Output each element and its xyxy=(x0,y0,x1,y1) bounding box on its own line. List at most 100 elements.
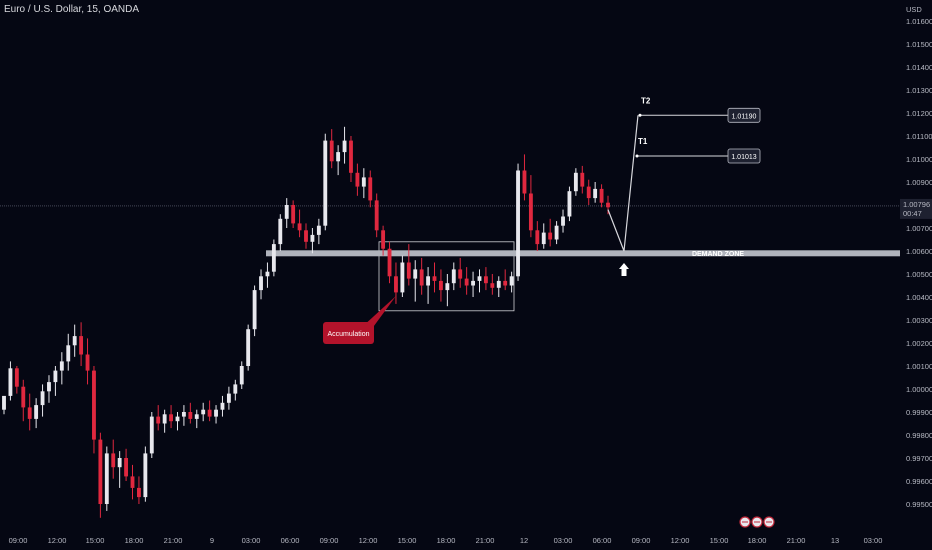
candle-body xyxy=(458,269,463,279)
candle-body xyxy=(445,283,450,291)
target-name: T1 xyxy=(638,137,648,146)
candle-body xyxy=(561,216,565,226)
target-price: 1.01190 xyxy=(732,113,757,120)
symbol-title: Euro / U.S. Dollar, 15, OANDA xyxy=(4,4,140,15)
candle-body xyxy=(104,453,109,504)
candle-body xyxy=(156,416,161,424)
x-axis-ticks: 09:00 12:00 15:00 18:00 21:00 9 03:00 06:00 09:0… xyxy=(9,536,883,545)
candle-body xyxy=(284,205,289,219)
target-price: 1.01013 xyxy=(731,154,756,161)
candle-body xyxy=(291,205,296,224)
x-tick-label: 03:00 xyxy=(864,536,883,545)
y-tick-label: 1.00900 xyxy=(906,178,932,187)
y-tick-label: 1.00400 xyxy=(906,293,932,302)
x-tick-label: 13 xyxy=(831,536,839,545)
candle-body xyxy=(349,140,353,173)
event-flags[interactable] xyxy=(739,516,775,528)
candle-body xyxy=(374,200,379,231)
candle-body xyxy=(528,193,533,231)
candle-body xyxy=(490,283,495,288)
y-tick-label: 1.01400 xyxy=(906,63,932,72)
target-name: T2 xyxy=(641,96,651,105)
candle-body xyxy=(522,170,527,194)
candle-body xyxy=(59,361,64,371)
candle-body xyxy=(535,230,540,245)
candle-body xyxy=(567,191,572,217)
candle-body xyxy=(194,414,199,419)
currency-label: USD xyxy=(906,5,922,14)
candle-body xyxy=(169,414,173,422)
y-tick-label: 1.01300 xyxy=(906,86,932,95)
candle-body xyxy=(252,290,257,330)
callout-box xyxy=(323,322,374,344)
y-tick-label: 1.00500 xyxy=(906,270,932,279)
countdown-value: 00:47 xyxy=(903,209,922,218)
candle-body xyxy=(85,354,90,371)
candle-body xyxy=(477,276,482,281)
target-price-box xyxy=(727,107,761,123)
candle-body xyxy=(14,368,19,387)
candle-body xyxy=(329,140,334,162)
x-tick-label: 09:00 xyxy=(632,536,651,545)
candle-body xyxy=(606,202,610,208)
candle-body xyxy=(233,384,238,394)
y-tick-label: 1.01000 xyxy=(906,155,932,164)
x-tick-label: 18:00 xyxy=(748,536,767,545)
y-tick-label: 1.00000 xyxy=(906,385,932,394)
y-tick-label: 0.99500 xyxy=(906,500,932,509)
candle-body xyxy=(124,458,129,477)
x-tick-label: 03:00 xyxy=(554,536,573,545)
candle-body xyxy=(304,230,308,242)
candle-body xyxy=(246,329,251,366)
candle-body xyxy=(586,186,591,199)
x-tick-label: 21:00 xyxy=(476,536,495,545)
x-tick-label: 15:00 xyxy=(86,536,105,545)
y-tick-label: 1.00700 xyxy=(906,224,932,233)
candle-body xyxy=(381,230,386,249)
candle-body xyxy=(451,269,456,284)
up-arrow-icon xyxy=(619,263,629,276)
time-axis-bg xyxy=(0,530,900,550)
x-tick-label: 21:00 xyxy=(787,536,806,545)
candle-body xyxy=(432,276,437,281)
x-tick-label: 09:00 xyxy=(320,536,339,545)
candle-body xyxy=(143,453,148,498)
candle-body xyxy=(220,402,225,410)
candle-body xyxy=(226,393,231,403)
candle-body xyxy=(439,280,443,291)
candle-body xyxy=(496,280,501,288)
x-tick-label: 12:00 xyxy=(48,536,67,545)
candle-body xyxy=(387,248,392,277)
candle-body xyxy=(40,391,45,406)
candle-body xyxy=(509,276,514,286)
candle-body xyxy=(72,336,77,346)
x-tick-label: 21:00 xyxy=(164,536,183,545)
candle-body xyxy=(271,244,276,272)
candle-body xyxy=(162,414,167,424)
candle-body xyxy=(483,276,488,284)
candle-body xyxy=(541,232,546,245)
x-tick-label: 03:00 xyxy=(242,536,261,545)
x-tick-label: 12 xyxy=(520,536,528,545)
candle-body xyxy=(573,172,578,192)
candle-body xyxy=(593,188,598,199)
x-tick-label: 18:00 xyxy=(437,536,456,545)
targets: T1 1.01013 T2 1.01190 xyxy=(635,96,761,164)
x-tick-label: 9 xyxy=(210,536,214,545)
x-tick-label: 15:00 xyxy=(710,536,729,545)
target-point xyxy=(635,154,639,158)
y-tick-label: 1.01500 xyxy=(906,40,932,49)
candle-body xyxy=(297,223,302,231)
candle-body xyxy=(239,366,244,385)
candle-body xyxy=(464,278,469,286)
target-point xyxy=(638,113,642,117)
candle-body xyxy=(66,345,71,362)
candle-body xyxy=(368,177,373,201)
accumulation-label: Accumulation xyxy=(327,331,369,338)
price-axis-bg xyxy=(900,0,932,550)
candle-body xyxy=(323,140,328,226)
candle-body xyxy=(316,225,321,235)
x-tick-label: 06:00 xyxy=(593,536,612,545)
